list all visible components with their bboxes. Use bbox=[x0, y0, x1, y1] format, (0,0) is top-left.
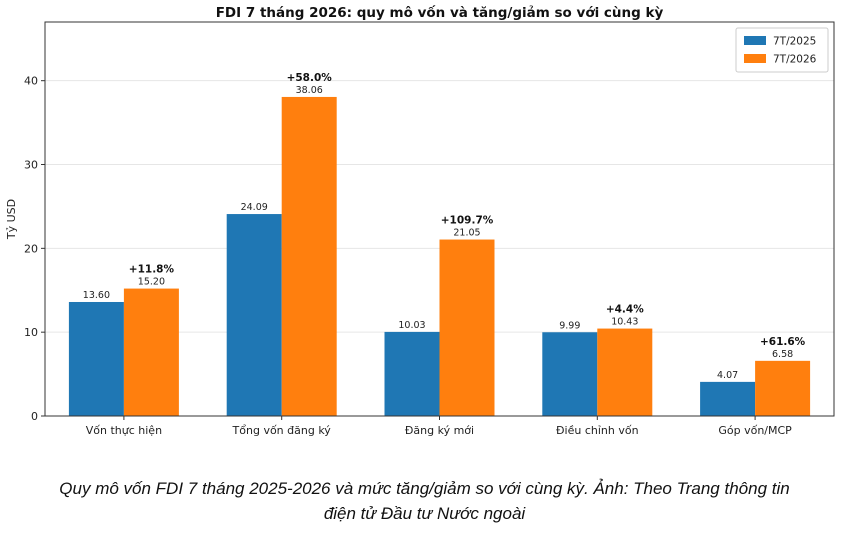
bar-series1 bbox=[68, 301, 124, 416]
x-tick-label: Điều chỉnh vốn bbox=[556, 424, 639, 437]
bar-value-label: 24.09 bbox=[241, 202, 268, 213]
y-tick-label: 10 bbox=[24, 326, 38, 339]
bar-series1 bbox=[700, 381, 756, 416]
bar-series2 bbox=[123, 288, 179, 416]
y-tick-label: 0 bbox=[31, 410, 38, 423]
bar-value-label: 13.60 bbox=[83, 290, 110, 301]
bar-value-label: 4.07 bbox=[717, 370, 738, 381]
bar-series2 bbox=[597, 328, 653, 416]
change-label: +61.6% bbox=[760, 336, 806, 348]
chart: FDI 7 tháng 2026: quy mô vốn và tăng/giả… bbox=[5, 4, 835, 437]
x-tick-label: Vốn thực hiện bbox=[86, 424, 162, 437]
x-tick-label: Góp vốn/MCP bbox=[718, 424, 792, 437]
y-axis-label: Tỷ USD bbox=[5, 199, 18, 240]
bar-value-label: 10.03 bbox=[398, 320, 425, 331]
chart-svg: FDI 7 tháng 2026: quy mô vốn và tăng/giả… bbox=[5, 4, 835, 437]
y-tick-label: 20 bbox=[24, 242, 38, 255]
caption-line-2: điện tử Đầu tư Nước ngoài bbox=[323, 504, 526, 523]
bar-value-label: 38.06 bbox=[296, 85, 323, 96]
x-tick-label: Tổng vốn đăng ký bbox=[232, 424, 332, 437]
bar-series2 bbox=[439, 239, 495, 416]
caption-line-1: Quy mô vốn FDI 7 tháng 2025-2026 và mức … bbox=[59, 479, 790, 498]
legend-label: 7T/2025 bbox=[773, 36, 816, 48]
bar-value-label: 15.20 bbox=[138, 277, 165, 288]
bar-series2 bbox=[281, 96, 337, 416]
figure-caption: Quy mô vốn FDI 7 tháng 2025-2026 và mức … bbox=[0, 476, 849, 526]
change-label: +58.0% bbox=[287, 72, 333, 84]
legend-label: 7T/2026 bbox=[773, 54, 817, 66]
bar-series1 bbox=[384, 331, 440, 416]
chart-title: FDI 7 tháng 2026: quy mô vốn và tăng/giả… bbox=[216, 4, 664, 21]
plot-frame bbox=[44, 21, 835, 417]
bar-value-label: 6.58 bbox=[772, 349, 793, 360]
legend-swatch bbox=[744, 54, 766, 63]
y-tick-label: 40 bbox=[24, 75, 38, 88]
bar-series1 bbox=[542, 332, 598, 416]
change-label: +4.4% bbox=[606, 304, 644, 316]
change-label: +11.8% bbox=[129, 264, 175, 276]
bar-series1 bbox=[226, 214, 282, 416]
x-tick-label: Đăng ký mới bbox=[405, 424, 474, 437]
bar-value-label: 10.43 bbox=[611, 317, 638, 328]
bar-value-label: 21.05 bbox=[453, 228, 480, 239]
change-label: +109.7% bbox=[441, 215, 494, 227]
bar-value-label: 9.99 bbox=[559, 320, 580, 331]
y-tick-label: 30 bbox=[24, 159, 38, 172]
legend-swatch bbox=[744, 36, 766, 45]
bar-series2 bbox=[755, 360, 811, 416]
